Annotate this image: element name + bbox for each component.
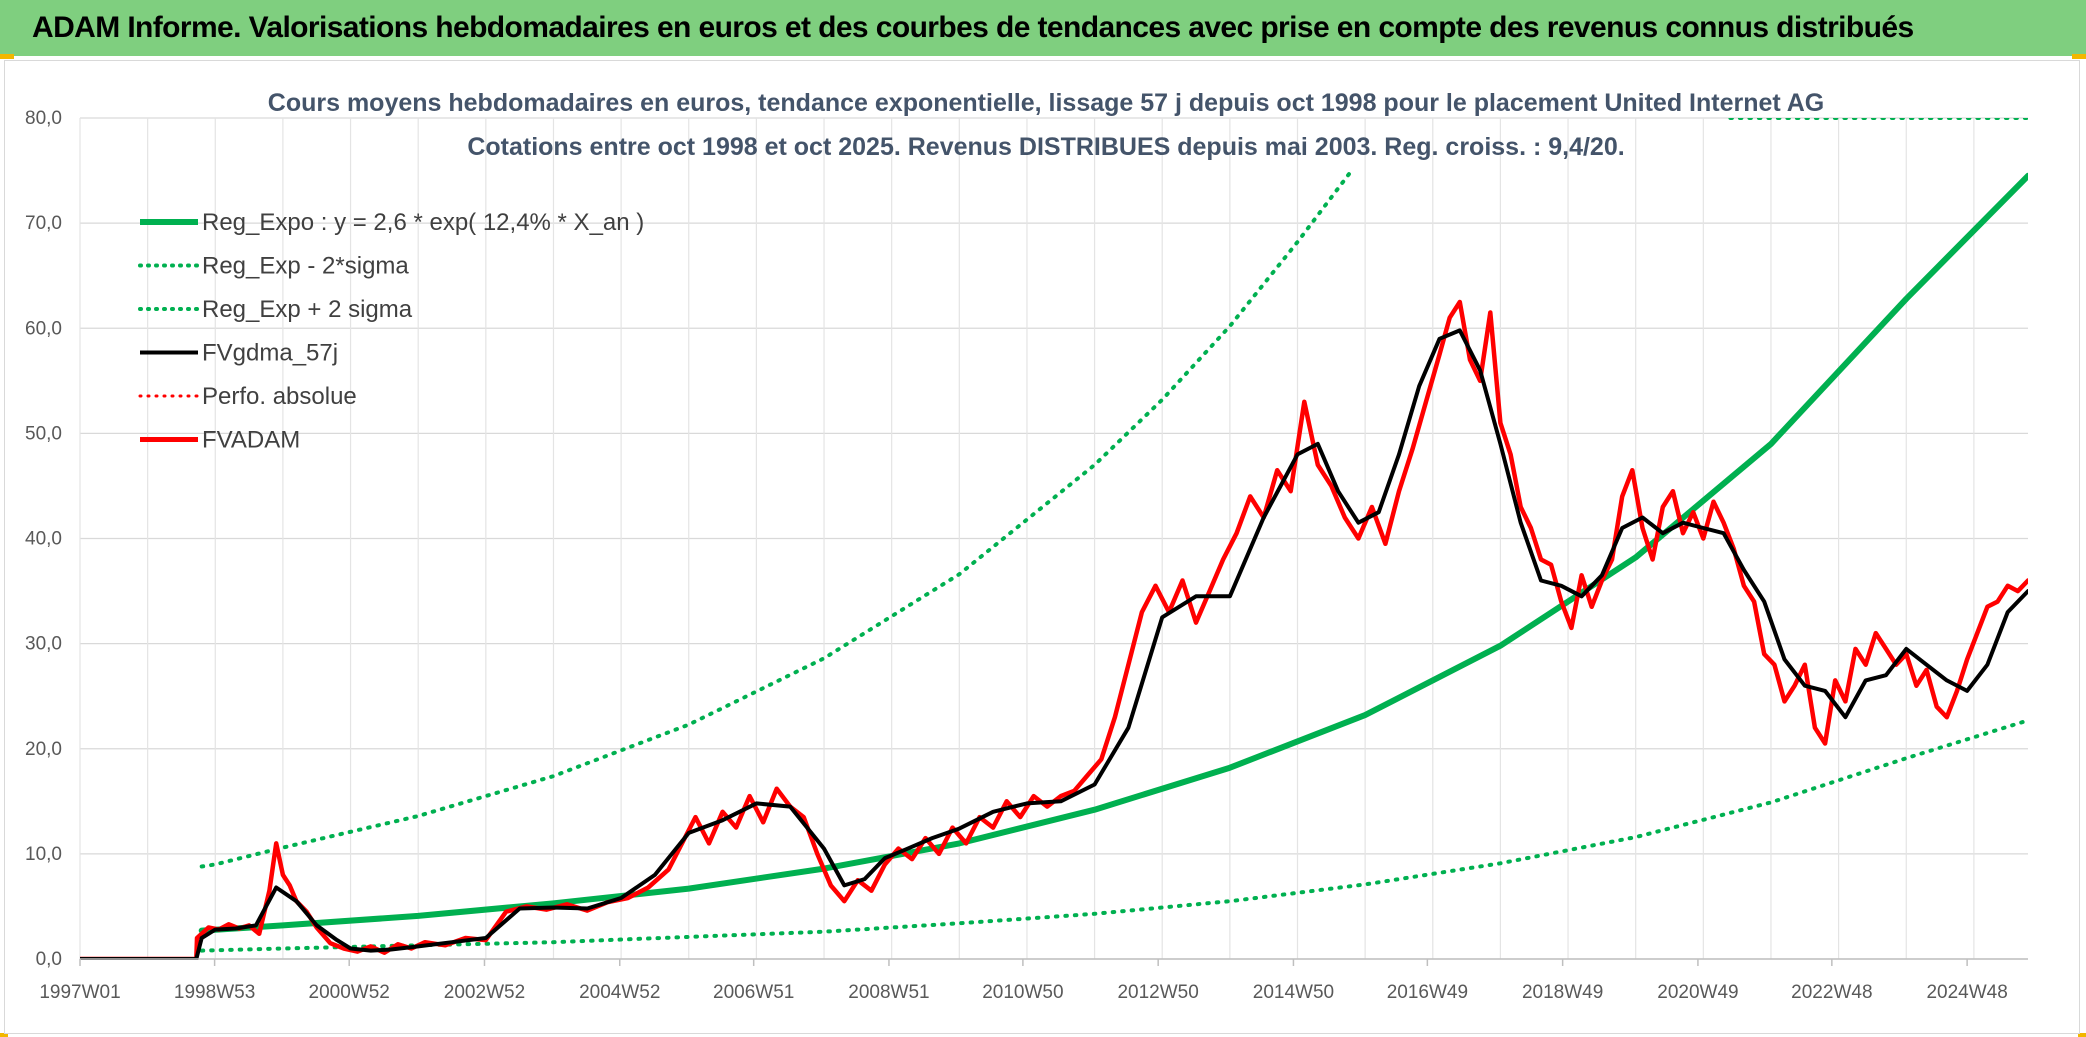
x-tick-label: 2002W52 <box>444 982 525 1003</box>
series-layer <box>80 118 2028 960</box>
x-tick-label: 2018W49 <box>1522 982 1603 1003</box>
legend-item: Reg_Exp - 2*sigma <box>138 253 409 280</box>
series-reg-expo <box>198 172 2028 934</box>
series-reg-exp-plus-2sigma <box>199 168 1354 869</box>
corner-accent-left <box>0 54 14 59</box>
x-tick-label: 2000W52 <box>309 982 390 1003</box>
y-tick-label: 30,0 <box>25 634 62 655</box>
legend-label: Perfo. absolue <box>202 383 357 410</box>
x-tick-label: 2004W52 <box>579 982 660 1003</box>
legend-item: FVADAM <box>140 427 300 454</box>
x-tick-label: 2014W50 <box>1253 982 1334 1003</box>
x-tick-label: 2008W51 <box>848 982 929 1003</box>
x-tick-label: 2016W49 <box>1387 982 1468 1003</box>
x-tick-label: 2024W48 <box>1926 982 2007 1003</box>
x-tick-label: 2020W49 <box>1657 982 1738 1003</box>
y-tick-label: 50,0 <box>25 423 62 444</box>
x-tick-label: 2022W48 <box>1791 982 1872 1003</box>
legend-item: FVgdma_57j <box>140 340 338 367</box>
y-tick-label: 20,0 <box>25 739 62 760</box>
legend-item: Reg_Exp + 2 sigma <box>138 296 413 323</box>
chart-title-line2: Cotations entre oct 1998 et oct 2025. Re… <box>467 133 1624 161</box>
x-tick-label: 2012W50 <box>1117 982 1198 1003</box>
y-tick-label: 80,0 <box>25 108 62 129</box>
y-tick-label: 70,0 <box>25 213 62 234</box>
y-tick-label: 40,0 <box>25 529 62 550</box>
corner-accent-bottom-left <box>0 1033 8 1037</box>
series-fvadam <box>80 299 2028 960</box>
legend: Reg_Expo : y = 2,6 * exp( 12,4% * X_an )… <box>138 209 644 454</box>
legend-label: FVgdma_57j <box>202 340 338 367</box>
series-fvgdma-57j <box>80 328 2028 960</box>
legend-item: Perfo. absolue <box>138 383 357 410</box>
legend-label: Reg_Exp + 2 sigma <box>202 296 413 323</box>
corner-accent-bottom-right <box>2078 1033 2086 1037</box>
report-banner: ADAM Informe. Valorisations hebdomadaire… <box>0 0 2086 56</box>
y-tick-label: 0,0 <box>36 949 62 970</box>
y-tick-label: 60,0 <box>25 318 62 339</box>
series-reg-exp-minus-2sigma <box>199 718 2028 953</box>
x-tick-label: 1997W01 <box>39 982 120 1003</box>
grid-lines <box>79 117 2028 960</box>
x-tick-label: 2010W50 <box>982 982 1063 1003</box>
chart-title-line1: Cours moyens hebdomadaires en euros, ten… <box>268 89 1824 117</box>
chart-area <box>4 60 2080 1034</box>
report-title: ADAM Informe. Valorisations hebdomadaire… <box>32 11 1914 44</box>
corner-accent-right <box>2072 54 2086 59</box>
x-tick-label: 1998W53 <box>174 982 255 1003</box>
legend-label: FVADAM <box>202 427 300 454</box>
axes: 0,0 10,0 20,0 30,0 40,0 50,0 60,0 70,0 80,0 1997W… <box>25 108 2028 1003</box>
x-tick-label: 2006W51 <box>713 982 794 1003</box>
legend-label: Reg_Expo : y = 2,6 * exp( 12,4% * X_an ) <box>202 209 644 236</box>
legend-item: Reg_Expo : y = 2,6 * exp( 12,4% * X_an ) <box>140 209 644 236</box>
y-tick-label: 10,0 <box>25 844 62 865</box>
legend-label: Reg_Exp - 2*sigma <box>202 253 409 280</box>
